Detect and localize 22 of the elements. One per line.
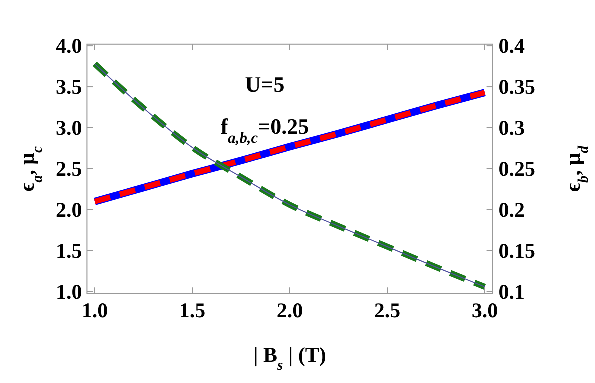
x-tick-label: 1.5 xyxy=(179,298,206,323)
annotation: U=5 xyxy=(245,72,285,97)
y-tick-label: 2.0 xyxy=(56,198,82,222)
y2-tick-label: 0.15 xyxy=(498,238,536,263)
y2-tick-label: 0.35 xyxy=(498,75,536,100)
y2-tick-label: 0.2 xyxy=(498,198,526,222)
y-tick-label: 3.0 xyxy=(56,116,82,140)
y-tick-label: 3.5 xyxy=(56,75,82,100)
x-tick-label: 1.0 xyxy=(82,298,108,323)
y-tick-label: 4.0 xyxy=(56,34,82,58)
x-tick-label: 3.0 xyxy=(472,298,498,323)
y2-tick-label: 0.3 xyxy=(498,116,526,140)
x-tick-label: 2.0 xyxy=(276,298,304,323)
y2-tick-label: 0.4 xyxy=(498,34,526,58)
y-tick-label: 1.5 xyxy=(56,238,82,263)
x-axis-title: | B$_{s}$ | (T) xyxy=(254,343,326,374)
y2-tick-label: 0.25 xyxy=(498,157,536,181)
y2-tick-label: 0.1 xyxy=(498,280,526,304)
x-tick-label: 2.5 xyxy=(374,298,401,323)
y-tick-label: 1.0 xyxy=(56,280,82,304)
annotation: f$_{a,b,c}$=0.25 xyxy=(220,114,310,146)
y-tick-label: 2.5 xyxy=(56,157,82,181)
